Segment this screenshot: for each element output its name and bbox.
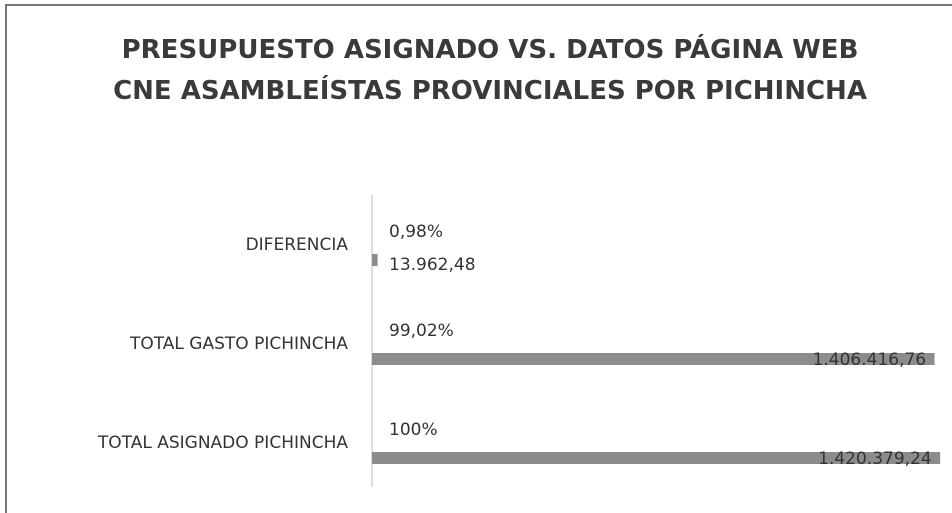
frame [5,4,952,513]
value-label: 13.962,48 [389,255,476,275]
bar [372,254,378,266]
percent-label: 0,98% [389,222,443,242]
value-label: 1.420.379,24 [818,449,932,469]
percent-label: 100% [389,420,438,440]
category-label: TOTAL GASTO PICHINCHA [129,334,348,354]
bar [372,353,935,365]
chart-title: PRESUPUESTO ASIGNADO VS. DATOS PÁGINA WE… [113,35,867,106]
category-label: TOTAL ASIGNADO PICHINCHA [97,433,348,453]
percent-label: 99,02% [389,321,454,341]
category-label: DIFERENCIA [246,235,349,255]
bar [372,452,941,464]
value-label: 1.406.416,76 [813,350,927,370]
